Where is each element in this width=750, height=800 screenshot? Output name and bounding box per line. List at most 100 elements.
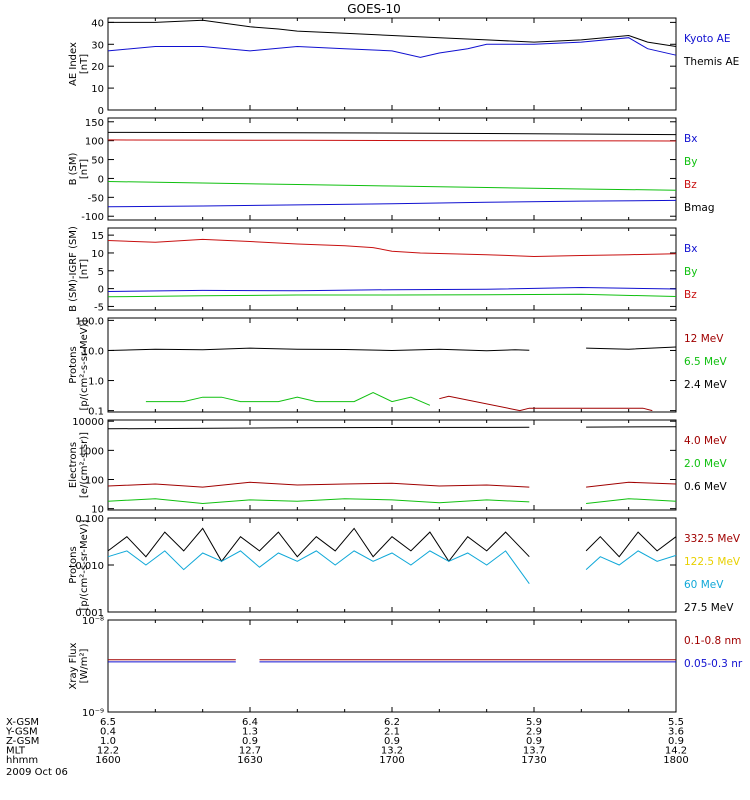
series-line-black [108, 19, 677, 47]
series-line-black [107, 347, 530, 352]
series-line-green [145, 391, 431, 406]
x-tick-value: 1630 [237, 755, 262, 766]
legend-label: Bz [684, 179, 697, 191]
y-tick-label: 5 [98, 267, 104, 278]
x-tick-value: 3.6 [668, 727, 684, 738]
series-line-blue [107, 199, 677, 208]
y-tick-label: 0 [98, 285, 104, 296]
series-line-cyan [107, 550, 530, 584]
y-axis-label: [nT] [79, 54, 90, 74]
legend-label: 0.05-0.3 nr [684, 658, 743, 670]
x-axis-table: X-GSM 6.5 6.4 6.2 5.9 5.5 Y-GSM 0.4 1.3 2.1 2.9 3.6… [5, 717, 689, 766]
x-row-label: Y-GSM [5, 727, 38, 738]
x-tick-value: 1600 [95, 755, 120, 766]
legend-label: Bz [684, 289, 697, 301]
y-tick-label: 20 [91, 62, 104, 73]
series-line-blue [107, 37, 677, 58]
series-line-green [107, 293, 677, 298]
legend-label: Themis AE [683, 56, 739, 68]
legend-label: By [684, 266, 697, 278]
y-tick-label: -50 [88, 193, 104, 204]
x-row-label: X-GSM [6, 717, 39, 728]
x-tick-value: 0.9 [526, 736, 542, 747]
series-line-black [586, 346, 677, 350]
x-tick-value: 2.1 [384, 727, 400, 738]
y-axis-label: Protons [68, 546, 79, 583]
x-tick-value: 1730 [521, 755, 546, 766]
x-tick-value: 5.9 [526, 717, 542, 728]
legend-label: 6.5 MeV [684, 356, 728, 368]
x-tick-value: 12.2 [97, 746, 119, 757]
x-tick-value: 1.3 [242, 727, 258, 738]
x-tick-value: 6.4 [242, 717, 258, 728]
legend-label: Kyoto AE [684, 33, 730, 45]
y-tick-label: 50 [91, 156, 104, 167]
x-tick-value: 1.0 [100, 736, 116, 747]
y-axis-label: B (SM) [68, 152, 79, 185]
series-line-cyan [585, 550, 677, 570]
series-line-blue [107, 286, 677, 292]
y-tick-label: 100 [85, 476, 104, 487]
y-tick-label: 10 [91, 505, 104, 516]
y-tick-label: -100 [81, 212, 104, 223]
series-line-green [586, 498, 677, 504]
y-axis-label: AE Index [68, 42, 79, 86]
legend-label: 122.5 MeV [684, 556, 741, 568]
y-tick-label: 150 [85, 118, 104, 129]
legend-label: 12 MeV [684, 333, 724, 345]
x-tick-value: 13.2 [381, 746, 403, 757]
x-tick-value: 14.2 [665, 746, 687, 757]
x-tick-value: 0.9 [384, 736, 400, 747]
series-line-red [107, 139, 677, 142]
y-tick-label: 40 [91, 18, 104, 29]
series-line-darkred [107, 481, 530, 488]
x-tick-value: 0.9 [242, 736, 258, 747]
x-tick-value: 5.5 [668, 717, 684, 728]
figure-title: GOES-10 [347, 2, 401, 16]
x-tick-value: 13.7 [523, 746, 545, 757]
series-line-darkred [439, 395, 653, 412]
y-axis-label: [nT] [79, 259, 90, 279]
x-tick-value: 1800 [663, 755, 688, 766]
legend-label: By [684, 156, 697, 168]
panel-frame [107, 419, 677, 511]
y-axis-label: Protons [68, 346, 79, 383]
y-tick-label: 0.1 [88, 407, 104, 418]
series-line-green [107, 498, 530, 505]
panel-3: -5 0 5 10 15 B (SM)-IGRF (SM) [nT] Bx By Bz [68, 226, 697, 313]
panel-2: -100 -50 0 50 100 150 B (SM) [nT] Bx By Bz Bmag [68, 117, 715, 223]
y-axis-label: Xray Flux [68, 642, 79, 689]
legend-label: 60 MeV [684, 579, 724, 591]
y-tick-label: 10 [91, 84, 104, 95]
y-axis-label: [nT] [79, 159, 90, 179]
series-line-red [107, 238, 677, 258]
x-tick-value: 6.5 [100, 717, 116, 728]
legend-label: Bx [684, 133, 697, 145]
x-row-label: hhmm [6, 755, 38, 766]
legend-label: 332.5 MeV [684, 533, 741, 545]
panel-frame [107, 619, 677, 713]
y-tick-label: 10⁻⁸ [82, 616, 104, 627]
series-line-black [107, 131, 677, 136]
x-row-label: Z-GSM [6, 736, 39, 747]
panel-1: 0 10 20 30 40 AE Index [nT] Kyoto AE Themis AE [68, 17, 739, 117]
legend-label: 27.5 MeV [684, 602, 734, 614]
legend-label: 0.6 MeV [684, 481, 728, 493]
series-line-green [107, 181, 677, 191]
legend-label: Bx [684, 243, 697, 255]
y-axis-label: [e/(cm²-s-sr)] [79, 432, 90, 498]
series-line-black [585, 531, 677, 558]
date-label: 2009 Oct 06 [6, 767, 68, 778]
panel-frame [107, 317, 677, 413]
legend-label: Bmag [684, 202, 715, 214]
y-axis-label: B (SM)-IGRF (SM) [68, 226, 79, 312]
y-tick-label: 10⁻⁹ [82, 708, 104, 719]
y-tick-label: 0.001 [75, 608, 104, 619]
legend-label: 2.0 MeV [684, 458, 728, 470]
series-line-black [107, 426, 530, 430]
y-tick-label: 1.0 [88, 377, 104, 388]
x-tick-value: 12.7 [239, 746, 261, 757]
y-axis-label: [p/(cm²-s-sr-MeV)] [79, 519, 90, 610]
y-tick-label: 10000 [72, 417, 104, 428]
